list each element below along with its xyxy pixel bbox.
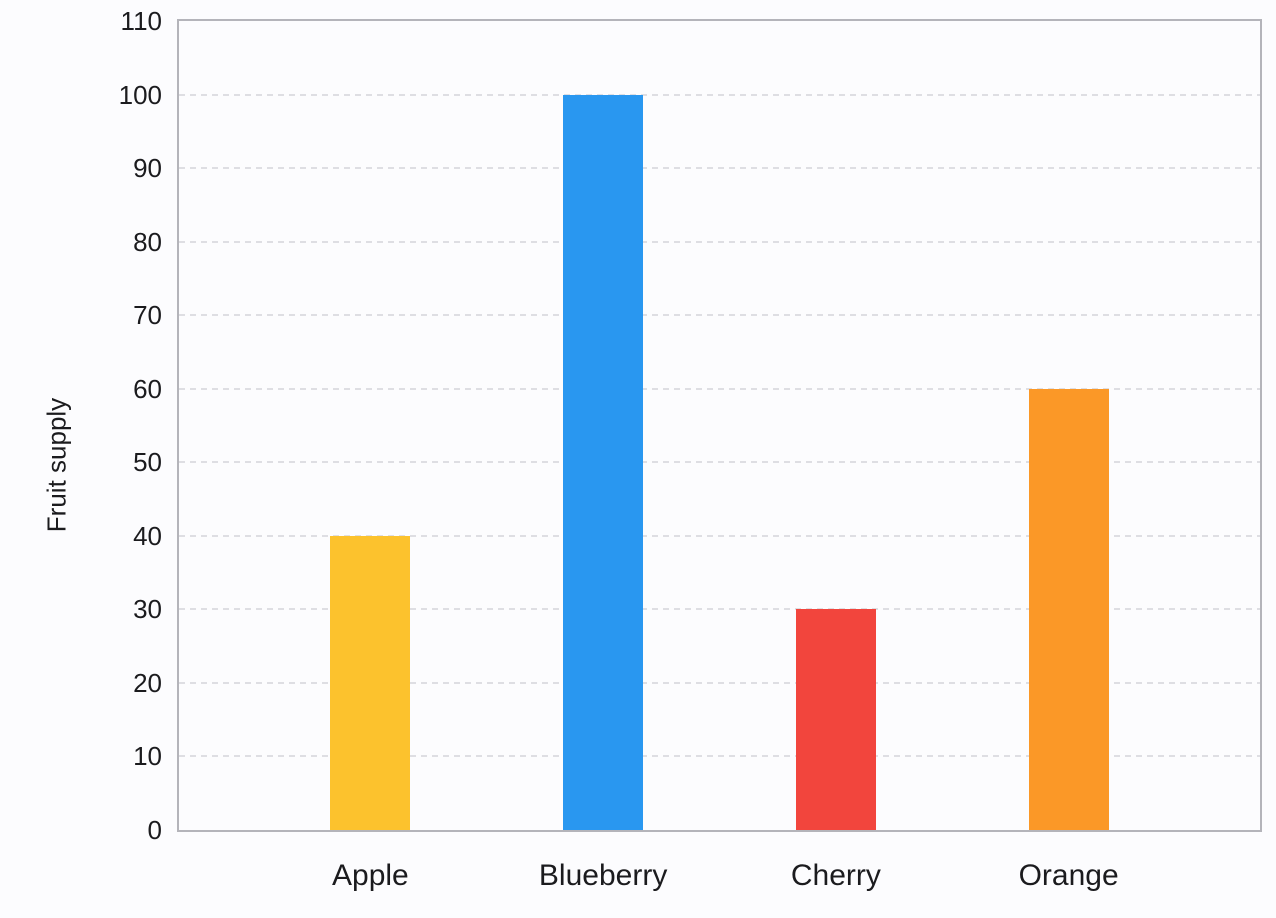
y-tick-label: 110 bbox=[120, 6, 162, 36]
gridline bbox=[179, 93, 1260, 96]
gridline bbox=[179, 534, 1260, 537]
y-tick-label: 50 bbox=[133, 447, 162, 478]
y-tick-label: 100 bbox=[118, 79, 162, 110]
gridline bbox=[179, 167, 1260, 170]
y-tick-label: 80 bbox=[133, 226, 162, 257]
plot-area bbox=[177, 19, 1262, 832]
gridline bbox=[179, 461, 1260, 464]
bar-orange bbox=[1028, 388, 1109, 830]
bar-cherry bbox=[795, 609, 876, 830]
gridline bbox=[179, 240, 1260, 243]
y-tick-label: 20 bbox=[133, 667, 162, 698]
y-tick-label: 10 bbox=[133, 741, 162, 772]
x-tick-label: Apple bbox=[332, 859, 409, 892]
gridline bbox=[179, 608, 1260, 611]
bar-apple bbox=[330, 535, 411, 830]
gridline bbox=[179, 387, 1260, 390]
y-tick-label: 90 bbox=[133, 153, 162, 184]
x-tick-label: Cherry bbox=[790, 859, 881, 892]
y-tick-label: 60 bbox=[133, 373, 162, 404]
bar-blueberry bbox=[563, 94, 644, 830]
x-tick-label: Orange bbox=[1018, 859, 1119, 892]
gridline bbox=[179, 314, 1260, 317]
gridline bbox=[179, 755, 1260, 758]
y-tick-label: 70 bbox=[133, 300, 162, 331]
gridline bbox=[179, 681, 1260, 684]
y-tick-label: 0 bbox=[147, 815, 162, 845]
y-tick-label: 40 bbox=[133, 520, 162, 551]
x-tick-label: Blueberry bbox=[538, 859, 668, 892]
y-tick-label: 30 bbox=[133, 594, 162, 625]
